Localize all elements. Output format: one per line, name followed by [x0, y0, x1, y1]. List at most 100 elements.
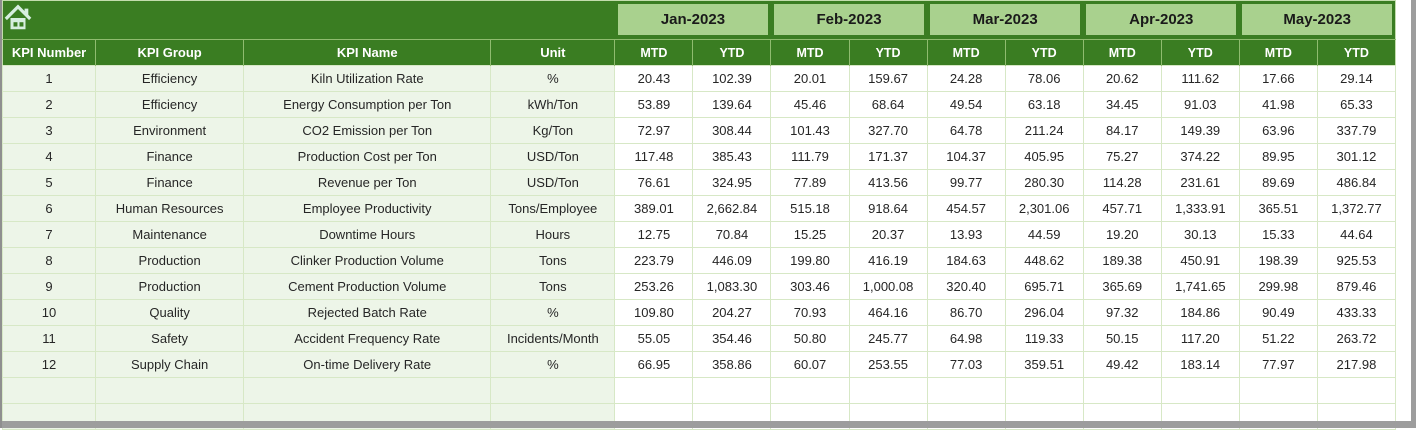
kpi-number-cell[interactable]: 12 [1, 351, 97, 378]
kpi-value-cell[interactable]: 63.18 [1004, 91, 1084, 118]
kpi-value-cell[interactable]: 109.80 [614, 299, 694, 326]
kpi-value-cell[interactable] [1238, 377, 1318, 404]
kpi-name-cell[interactable]: Revenue per Ton [243, 169, 492, 196]
kpi-value-cell[interactable]: 86.70 [926, 299, 1006, 326]
kpi-group-cell[interactable]: Production [95, 273, 245, 300]
kpi-value-cell[interactable]: 89.69 [1238, 169, 1318, 196]
kpi-number-cell[interactable]: 3 [1, 117, 97, 144]
kpi-value-cell[interactable]: 416.19 [848, 247, 928, 274]
kpi-group-cell[interactable] [95, 377, 245, 404]
kpi-unit-cell[interactable]: USD/Ton [490, 169, 616, 196]
kpi-value-cell[interactable]: 51.22 [1238, 325, 1318, 352]
col-header-feb-mtd[interactable]: MTD [770, 39, 850, 66]
kpi-value-cell[interactable]: 217.98 [1316, 351, 1397, 378]
kpi-value-cell[interactable] [1082, 377, 1162, 404]
kpi-value-cell[interactable]: 89.95 [1238, 143, 1318, 170]
kpi-value-cell[interactable]: 454.57 [926, 195, 1006, 222]
kpi-value-cell[interactable]: 111.79 [770, 143, 850, 170]
kpi-value-cell[interactable]: 1,083.30 [692, 273, 772, 300]
kpi-value-cell[interactable]: 78.06 [1004, 65, 1084, 92]
kpi-value-cell[interactable]: 204.27 [692, 299, 772, 326]
col-header-unit[interactable]: Unit [490, 39, 615, 66]
kpi-value-cell[interactable]: 20.01 [770, 65, 850, 92]
month-header-mar[interactable]: Mar-2023 [927, 0, 1084, 40]
kpi-value-cell[interactable]: 84.17 [1082, 117, 1162, 144]
kpi-value-cell[interactable]: 515.18 [770, 195, 850, 222]
kpi-value-cell[interactable]: 1,741.65 [1160, 273, 1240, 300]
kpi-value-cell[interactable]: 101.43 [770, 117, 850, 144]
kpi-value-cell[interactable]: 446.09 [692, 247, 772, 274]
kpi-value-cell[interactable]: 91.03 [1160, 91, 1240, 118]
kpi-value-cell[interactable]: 117.20 [1160, 325, 1240, 352]
kpi-group-cell[interactable]: Environment [95, 117, 245, 144]
kpi-name-cell[interactable]: CO2 Emission per Ton [243, 117, 492, 144]
kpi-value-cell[interactable]: 24.28 [926, 65, 1006, 92]
kpi-group-cell[interactable]: Human Resources [95, 195, 245, 222]
kpi-value-cell[interactable]: 34.45 [1082, 91, 1162, 118]
kpi-value-cell[interactable]: 358.86 [692, 351, 772, 378]
kpi-value-cell[interactable]: 189.38 [1082, 247, 1162, 274]
kpi-value-cell[interactable]: 30.13 [1160, 221, 1240, 248]
kpi-value-cell[interactable]: 111.62 [1160, 65, 1240, 92]
kpi-unit-cell[interactable]: USD/Ton [490, 143, 616, 170]
col-header-feb-ytd[interactable]: YTD [848, 39, 928, 66]
kpi-value-cell[interactable]: 17.66 [1238, 65, 1318, 92]
kpi-value-cell[interactable]: 413.56 [848, 169, 928, 196]
kpi-value-cell[interactable]: 245.77 [848, 325, 928, 352]
kpi-value-cell[interactable] [770, 377, 850, 404]
kpi-value-cell[interactable]: 66.95 [614, 351, 694, 378]
kpi-value-cell[interactable]: 114.28 [1082, 169, 1162, 196]
kpi-value-cell[interactable] [1160, 377, 1240, 404]
kpi-value-cell[interactable]: 308.44 [692, 117, 772, 144]
kpi-value-cell[interactable]: 299.98 [1238, 273, 1318, 300]
kpi-value-cell[interactable]: 280.30 [1004, 169, 1084, 196]
kpi-value-cell[interactable]: 63.96 [1238, 117, 1318, 144]
kpi-value-cell[interactable]: 925.53 [1316, 247, 1397, 274]
kpi-value-cell[interactable]: 53.89 [614, 91, 694, 118]
kpi-value-cell[interactable]: 296.04 [1004, 299, 1084, 326]
col-header-apr-mtd[interactable]: MTD [1082, 39, 1162, 66]
month-header-jan[interactable]: Jan-2023 [614, 0, 771, 40]
kpi-value-cell[interactable]: 149.39 [1160, 117, 1240, 144]
kpi-value-cell[interactable]: 183.14 [1160, 351, 1240, 378]
kpi-value-cell[interactable]: 1,372.77 [1316, 195, 1397, 222]
kpi-number-cell[interactable]: 5 [1, 169, 97, 196]
kpi-value-cell[interactable]: 450.91 [1160, 247, 1240, 274]
kpi-value-cell[interactable]: 76.61 [614, 169, 694, 196]
kpi-value-cell[interactable]: 320.40 [926, 273, 1006, 300]
kpi-value-cell[interactable]: 20.62 [1082, 65, 1162, 92]
kpi-value-cell[interactable]: 695.71 [1004, 273, 1084, 300]
kpi-number-cell[interactable]: 2 [1, 91, 97, 118]
kpi-unit-cell[interactable]: Incidents/Month [490, 325, 616, 352]
kpi-value-cell[interactable]: 139.64 [692, 91, 772, 118]
kpi-value-cell[interactable]: 70.84 [692, 221, 772, 248]
kpi-value-cell[interactable] [848, 377, 928, 404]
kpi-group-cell[interactable]: Finance [95, 143, 245, 170]
kpi-number-cell[interactable]: 10 [1, 299, 97, 326]
col-header-kpi-name[interactable]: KPI Name [243, 39, 491, 66]
kpi-group-cell[interactable]: Production [95, 247, 245, 274]
kpi-unit-cell[interactable]: Kg/Ton [490, 117, 616, 144]
kpi-group-cell[interactable]: Efficiency [95, 65, 245, 92]
col-header-jan-ytd[interactable]: YTD [692, 39, 771, 66]
kpi-value-cell[interactable]: 2,301.06 [1004, 195, 1084, 222]
kpi-unit-cell[interactable]: Tons [490, 273, 616, 300]
kpi-value-cell[interactable]: 223.79 [614, 247, 694, 274]
kpi-value-cell[interactable]: 50.15 [1082, 325, 1162, 352]
col-header-kpi-group[interactable]: KPI Group [95, 39, 244, 66]
kpi-name-cell[interactable]: On-time Delivery Rate [243, 351, 492, 378]
kpi-value-cell[interactable]: 13.93 [926, 221, 1006, 248]
kpi-number-cell[interactable]: 4 [1, 143, 97, 170]
kpi-value-cell[interactable]: 20.37 [848, 221, 928, 248]
kpi-value-cell[interactable]: 65.33 [1316, 91, 1397, 118]
kpi-value-cell[interactable]: 457.71 [1082, 195, 1162, 222]
kpi-value-cell[interactable]: 44.64 [1316, 221, 1397, 248]
kpi-name-cell[interactable]: Kiln Utilization Rate [243, 65, 492, 92]
kpi-value-cell[interactable]: 75.27 [1082, 143, 1162, 170]
kpi-value-cell[interactable]: 49.42 [1082, 351, 1162, 378]
kpi-value-cell[interactable]: 99.77 [926, 169, 1006, 196]
kpi-value-cell[interactable]: 365.51 [1238, 195, 1318, 222]
kpi-value-cell[interactable]: 104.37 [926, 143, 1006, 170]
kpi-value-cell[interactable]: 70.93 [770, 299, 850, 326]
col-header-mar-ytd[interactable]: YTD [1004, 39, 1084, 66]
